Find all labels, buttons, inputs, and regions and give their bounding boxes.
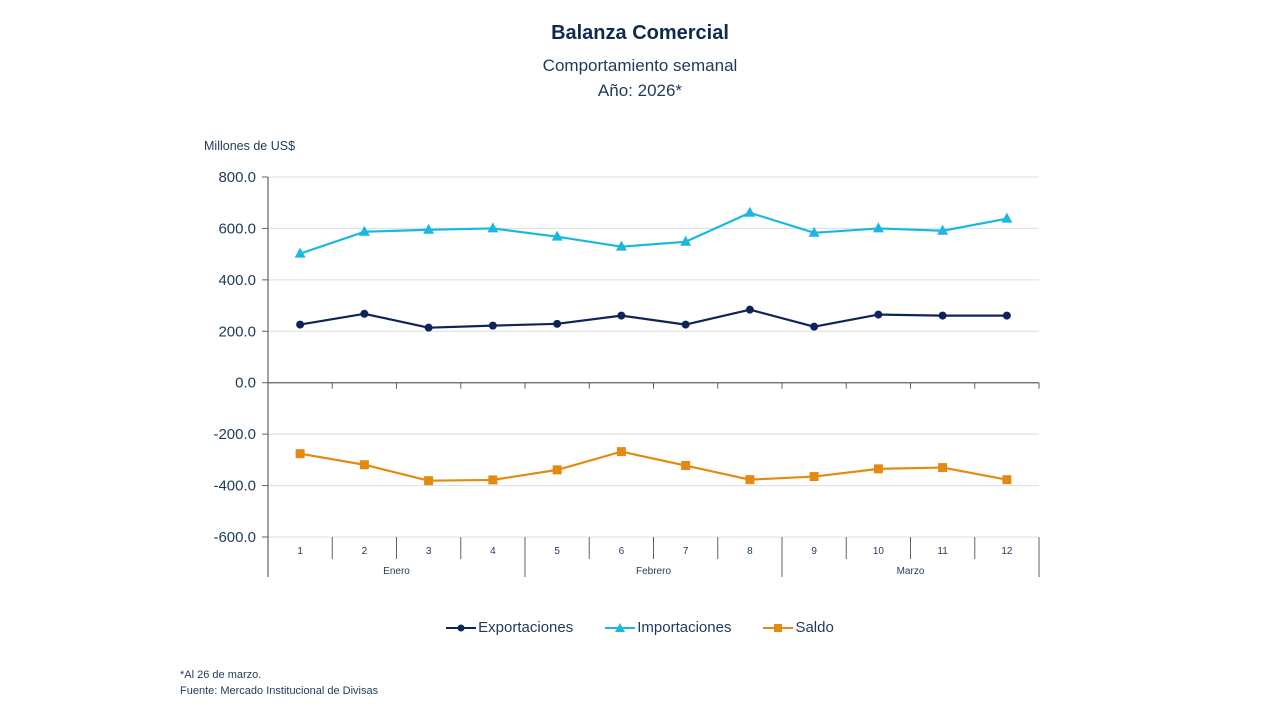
legend-marker-importaciones [605,622,636,632]
data-point-importaciones [551,230,563,241]
data-point-exportaciones [617,311,626,320]
source-note: Fuente: Mercado Institucional de Divisas [180,685,379,697]
data-point-importaciones [680,235,692,246]
legend-marker-exportaciones [446,624,477,631]
x-tick-label: 7 [683,546,689,557]
data-point-importaciones [487,222,499,233]
data-point-saldo [616,447,626,457]
data-point-exportaciones [424,323,433,332]
data-point-saldo [488,475,498,485]
data-point-importaciones [808,226,820,237]
data-point-importaciones [744,206,756,217]
legend-item-importaciones: Importaciones [605,619,731,636]
chart-subtitle: Comportamiento semanal [542,56,738,75]
x-tick-label: 5 [554,546,560,557]
data-point-importaciones [1001,212,1013,223]
data-point-exportaciones [488,321,497,330]
x-tick-label: 4 [490,546,496,557]
data-point-importaciones [358,225,370,236]
legend-label: Exportaciones [478,619,574,636]
data-point-exportaciones [745,305,754,314]
chart-title: Balanza Comercial [551,22,729,44]
chart-year: Año: 2026* [597,81,683,100]
x-tick-label: 11 [937,546,948,557]
chart-plot: 800.0 600.0 400.0 200.0 0.0 -200.0 -400.0 -600.… [213,169,1040,577]
group-label: Enero [383,566,410,577]
y-tick-label: -400.0 [213,478,256,495]
legend-item-saldo: Saldo [763,619,834,636]
data-point-saldo [873,464,883,474]
series-line-saldo [299,450,1008,482]
y-tick-label: -600.0 [213,529,256,546]
series-line-exportaciones [299,308,1007,329]
legend-marker-saldo [763,623,794,632]
x-tick-label: 12 [1001,546,1013,557]
y-tick-label: 800.0 [218,169,256,186]
legend-item-exportaciones: Exportaciones [446,619,573,636]
data-point-saldo [552,465,562,475]
data-point-importaciones [937,224,949,235]
data-point-exportaciones [681,320,690,329]
y-tick-label: 200.0 [218,323,256,340]
y-tick-label: 0.0 [235,375,256,392]
y-axis-label: Millones de US$ [204,139,296,153]
data-point-exportaciones [296,320,305,329]
data-point-importaciones [423,223,435,234]
data-point-importaciones [872,222,884,233]
x-tick-label: 1 [297,546,303,557]
y-tick-label: 400.0 [218,272,256,289]
group-label: Marzo [897,566,925,577]
x-tick-label: 6 [619,546,625,557]
x-tick-label: 8 [747,546,753,557]
data-point-exportaciones [553,319,562,328]
y-tick-label: 600.0 [218,220,256,237]
data-point-saldo [938,463,948,473]
data-point-exportaciones [874,310,883,319]
data-point-saldo [681,461,691,471]
data-point-saldo [295,449,305,459]
data-point-saldo [1002,475,1012,485]
footnote: *Al 26 de marzo. [180,669,262,681]
x-tick-label: 10 [873,546,885,557]
data-point-saldo [809,472,819,482]
data-point-exportaciones [938,311,947,320]
x-tick-label: 3 [426,546,432,557]
data-point-saldo [745,475,755,485]
data-point-exportaciones [1002,311,1011,320]
legend: Exportaciones Importaciones Saldo [0,619,1280,636]
data-point-exportaciones [810,322,819,331]
x-tick-label: 2 [362,546,368,557]
group-label: Febrero [636,566,671,577]
y-tick-label: -200.0 [213,426,256,443]
data-point-exportaciones [360,309,369,318]
series-line-importaciones [299,211,1008,255]
data-point-saldo [424,476,434,486]
x-tick-label: 9 [811,546,817,557]
data-point-importaciones [615,240,627,251]
legend-label: Saldo [795,619,834,636]
data-point-importaciones [294,247,306,258]
data-point-saldo [359,460,369,470]
legend-label: Importaciones [637,619,732,636]
